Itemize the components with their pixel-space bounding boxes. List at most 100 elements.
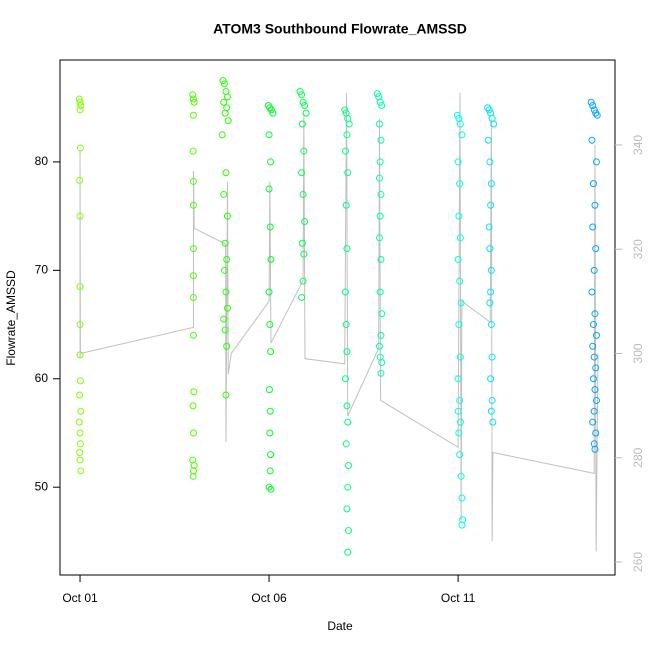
scatter-point (76, 429, 84, 437)
scatter-point (76, 351, 84, 359)
scatter-point (454, 255, 462, 263)
scatter-point (456, 120, 464, 128)
scatter-point (76, 144, 84, 152)
scatter-point (344, 548, 352, 556)
scatter-point (377, 255, 385, 263)
scatter-point (590, 407, 598, 415)
y-tick-label: 60 (35, 371, 49, 385)
scatter-point (221, 109, 229, 117)
scatter-point (490, 120, 498, 128)
scatter-point (593, 111, 601, 119)
scatter-point (189, 91, 197, 99)
scatter-point (265, 288, 273, 296)
scatter-point (458, 494, 466, 502)
scatter-point (457, 299, 465, 307)
scatter-point (341, 147, 349, 155)
scatter-point (298, 293, 306, 301)
scatter-point (76, 440, 84, 448)
scatter-point (377, 369, 385, 377)
scatter-point (455, 429, 463, 437)
scatter-point (456, 451, 464, 459)
scatter-point (484, 136, 492, 144)
scatter-point (220, 80, 228, 88)
scatter-point (77, 102, 85, 110)
scatter-point (456, 353, 464, 361)
scatter-point (487, 288, 495, 296)
scatter-point (189, 147, 197, 155)
scatter-point (76, 321, 84, 329)
scatter-point (220, 266, 228, 274)
scatter-point (189, 272, 197, 280)
scatter-point (75, 95, 83, 103)
scatter-point (456, 180, 464, 188)
scatter-point (458, 521, 466, 529)
scatter-point (189, 201, 197, 209)
scatter-point (453, 111, 461, 119)
scatter-point (343, 505, 351, 513)
scatter-point (267, 106, 275, 114)
scatter-point (343, 245, 351, 253)
scatter-point (592, 331, 600, 339)
scatter-point (223, 304, 231, 312)
scatter-point (218, 131, 226, 139)
scatter-point (267, 158, 275, 166)
scatter-point (592, 429, 600, 437)
scatter-point (589, 342, 597, 350)
chart-title: ATOM3 Southbound Flowrate_AMSSD (213, 21, 467, 37)
scatter-point (302, 109, 310, 117)
y2-tick-label: 340 (631, 135, 645, 155)
y-axis-label: Flowrate_AMSSD (4, 270, 18, 366)
scatter-point (266, 104, 274, 112)
scatter-point (265, 386, 273, 394)
scatter-point (298, 169, 306, 177)
scatter-point (190, 388, 198, 396)
y2-tick-label: 300 (631, 343, 645, 363)
scatter-point (76, 176, 84, 184)
scatter-point (378, 358, 386, 366)
scatter-point (300, 250, 308, 258)
scatter-point (266, 223, 274, 231)
y-tick-label: 50 (35, 479, 49, 493)
scatter-point (485, 106, 493, 114)
scatter-point (454, 375, 462, 383)
scatter-point (76, 448, 84, 456)
scatter-point (299, 98, 307, 106)
scatter-point (484, 104, 492, 112)
scatter-point (77, 407, 85, 415)
scatter-point (344, 169, 352, 177)
scatter-point (189, 177, 197, 185)
scatter-point (375, 234, 383, 242)
y-tick-label: 70 (35, 263, 49, 277)
scatter-point (341, 106, 349, 114)
scatter-point (456, 234, 464, 242)
scatter-point (190, 98, 198, 106)
scatter-point (221, 326, 229, 334)
scatter-point (345, 120, 353, 128)
scatter-point (342, 321, 350, 329)
scatter-point (454, 407, 462, 415)
scatter-point (376, 288, 384, 296)
scatter-point (457, 472, 465, 480)
scatter-point (75, 418, 83, 426)
scatter-point (591, 201, 599, 209)
scatter-point (223, 255, 231, 263)
y-tick-label: 80 (35, 154, 49, 168)
scatter-point (488, 396, 496, 404)
scatter-point (486, 158, 494, 166)
scatter-point (456, 277, 464, 285)
scatter-point (221, 239, 229, 247)
scatter-point (267, 348, 275, 356)
scatter-point (487, 266, 495, 274)
scatter-point (341, 288, 349, 296)
scatter-point (76, 377, 84, 385)
scatter-point (342, 201, 350, 209)
scatter-point (590, 440, 598, 448)
scatter-point (300, 147, 308, 155)
scatter-point (189, 95, 197, 103)
scatter-point (589, 418, 597, 426)
scatter-point (344, 461, 352, 469)
scatter-point (378, 102, 386, 110)
scatter-point (459, 516, 467, 524)
scatter-point (341, 375, 349, 383)
